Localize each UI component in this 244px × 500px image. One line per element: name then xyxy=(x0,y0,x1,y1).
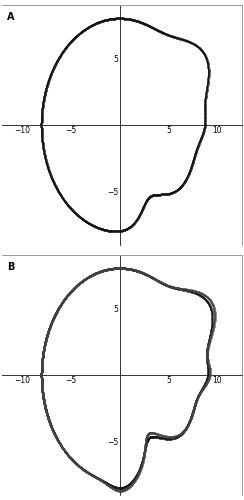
Text: B: B xyxy=(7,262,15,272)
Text: A: A xyxy=(7,12,15,22)
